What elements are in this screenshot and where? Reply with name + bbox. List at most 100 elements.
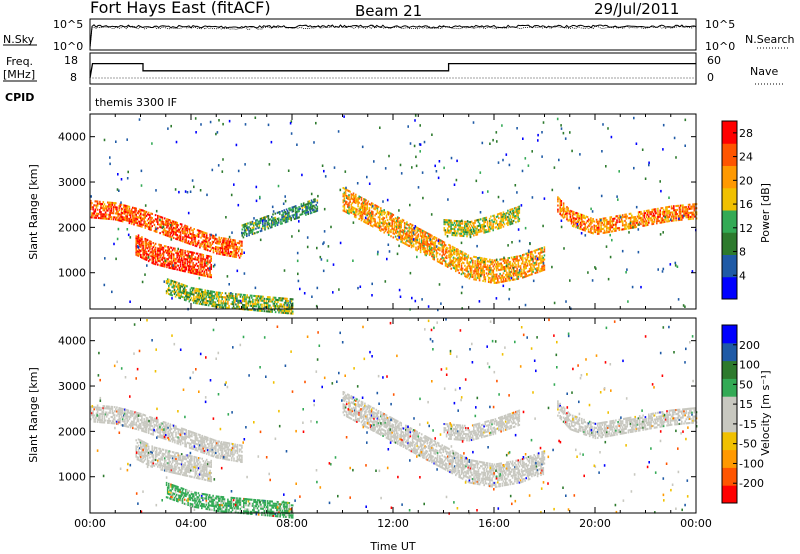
power-cell — [560, 200, 563, 203]
power-cell — [595, 267, 597, 270]
power-cell — [286, 214, 289, 217]
power-cell — [540, 259, 542, 262]
power-cell — [144, 246, 147, 249]
power-cell — [479, 230, 482, 233]
power-cell — [175, 251, 177, 254]
power-cell — [201, 230, 203, 233]
power-cell — [461, 285, 464, 289]
power-cell — [179, 259, 182, 262]
power-cell — [151, 212, 153, 215]
power-cell — [218, 303, 220, 306]
power-cell — [563, 247, 565, 250]
power-cell — [236, 246, 239, 249]
power-cell — [109, 216, 111, 219]
power-cell — [246, 226, 248, 229]
power-cell — [134, 217, 136, 220]
power-cell — [204, 232, 207, 235]
power-cell — [121, 220, 124, 223]
power-cell — [543, 248, 546, 251]
power-cell — [493, 259, 496, 262]
power-cell — [495, 277, 498, 280]
power-cell — [159, 250, 161, 253]
power-cell — [493, 220, 496, 223]
power-cell — [153, 244, 156, 247]
power-cell — [297, 272, 299, 276]
power-cell — [693, 205, 696, 208]
power-cell — [305, 207, 307, 210]
power-cell — [186, 285, 188, 288]
power-cell — [476, 258, 479, 261]
power-cell — [624, 213, 626, 216]
power-cell — [359, 208, 362, 211]
power-cell — [411, 236, 414, 239]
power-cell — [409, 271, 412, 275]
power-cell — [578, 223, 581, 226]
power-cell — [205, 291, 208, 294]
power-cell — [456, 266, 458, 269]
power-cell — [531, 252, 533, 255]
power-cell — [233, 247, 235, 250]
power-cell — [137, 240, 140, 243]
power-cell — [282, 215, 284, 218]
power-cell — [532, 270, 534, 273]
power-cell — [368, 182, 371, 185]
power-cell — [118, 209, 120, 212]
power-cell — [193, 234, 195, 237]
power-cell — [452, 234, 455, 237]
power-cell — [179, 233, 182, 236]
power-cell — [516, 276, 518, 279]
power-cell — [316, 209, 319, 212]
power-cell — [137, 252, 140, 255]
power-cell — [508, 297, 510, 301]
power-cell — [158, 249, 160, 252]
power-cell — [515, 272, 517, 275]
power-cell — [633, 166, 635, 170]
power-cell — [207, 261, 209, 264]
power-cell — [528, 259, 531, 262]
power-cell — [566, 214, 568, 217]
power-cell — [430, 242, 432, 245]
power-cell — [503, 215, 506, 218]
power-cell — [107, 205, 109, 208]
power-cell — [108, 201, 110, 204]
power-cell — [178, 239, 181, 242]
power-cell — [591, 219, 593, 222]
power-cell — [118, 205, 120, 208]
power-cell — [408, 232, 410, 235]
power-cell — [451, 262, 454, 265]
power-cell — [191, 237, 193, 240]
power-cell — [415, 236, 417, 239]
power-cell — [120, 207, 123, 210]
power-cell — [169, 283, 171, 286]
power-cell — [192, 251, 194, 254]
power-cell — [617, 227, 619, 230]
power-cell — [534, 272, 537, 275]
power-cell — [218, 295, 220, 298]
power-cell — [210, 300, 212, 303]
power-cell — [96, 204, 99, 207]
power-cell — [234, 239, 236, 242]
power-cell — [187, 291, 189, 294]
power-cell — [215, 246, 217, 249]
power-cell — [144, 258, 147, 261]
power-cell — [420, 245, 423, 248]
power-cell — [352, 210, 355, 213]
power-cell — [462, 233, 465, 236]
power-cell — [449, 252, 451, 255]
power-cell — [254, 303, 256, 306]
power-cell — [124, 210, 126, 213]
power-cell — [493, 277, 496, 280]
power-cell — [587, 224, 590, 227]
power-cell — [584, 229, 586, 232]
power-cell — [590, 219, 592, 222]
power-cell — [344, 200, 347, 203]
power-cell — [410, 238, 413, 241]
power-cell — [447, 265, 449, 268]
power-cell — [238, 301, 241, 304]
power-cell — [90, 208, 92, 211]
power-cell — [499, 277, 501, 280]
power-cell — [145, 225, 148, 228]
power-cell — [193, 272, 195, 275]
power-cell — [487, 228, 490, 231]
power-cell — [391, 219, 393, 222]
